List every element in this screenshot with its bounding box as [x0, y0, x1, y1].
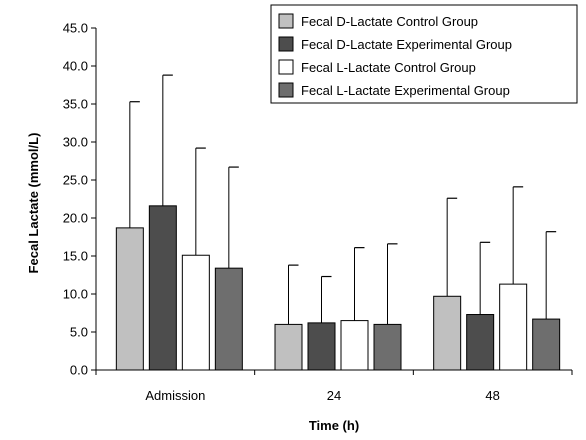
y-tick-label: 25.0: [63, 173, 88, 188]
legend-box: [270, 4, 578, 104]
x-tick-label: 48: [485, 388, 499, 403]
error-bars-layer: [129, 74, 557, 325]
bar: [181, 254, 210, 371]
y-tick-label: 35.0: [63, 97, 88, 112]
x-tick-label: Admission: [145, 388, 205, 403]
legend-label: Fecal D-Lactate Experimental Group: [301, 37, 512, 52]
legend-label: Fecal L-Lactate Control Group: [301, 60, 476, 75]
bars-layer: [115, 205, 561, 371]
x-axis-title: Time (h): [309, 418, 359, 433]
legend-swatch: [278, 59, 294, 75]
y-tick-label: 45.0: [63, 21, 88, 36]
bar: [499, 283, 528, 371]
axes-layer: [95, 28, 572, 371]
y-tick-label: 20.0: [63, 211, 88, 226]
x-tick-label: 24: [327, 388, 341, 403]
y-tick-label: 5.0: [70, 325, 88, 340]
bar: [115, 227, 144, 371]
legend-swatch: [278, 36, 294, 52]
bar: [373, 323, 402, 371]
y-tick-label: 15.0: [63, 249, 88, 264]
bar: [274, 323, 303, 371]
legend-label: Fecal L-Lactate Experimental Group: [301, 83, 510, 98]
bar: [307, 322, 336, 371]
legend-label: Fecal D-Lactate Control Group: [301, 14, 478, 29]
y-ticks-layer: 0.0 5.0 10.0 15.0 20.0 25.0 30.0 35.0 40.0 45.0: [63, 21, 96, 378]
legend: Fecal D-Lactate Control Group Fecal D-Lac…: [270, 4, 578, 104]
legend-swatch: [278, 13, 294, 29]
bar: [214, 267, 243, 371]
y-tick-label: 0.0: [70, 363, 88, 378]
bar: [148, 205, 177, 371]
y-tick-label: 10.0: [63, 287, 88, 302]
bar: [340, 320, 369, 371]
x-ticks-layer: Admission 24 48: [95, 370, 573, 403]
bar: [466, 314, 495, 371]
bar: [532, 318, 561, 371]
y-tick-label: 30.0: [63, 135, 88, 150]
y-tick-label: 40.0: [63, 59, 88, 74]
y-axis-title: Fecal Lactate (mmol/L): [26, 133, 41, 274]
legend-swatch: [278, 82, 294, 98]
bar: [433, 295, 462, 371]
